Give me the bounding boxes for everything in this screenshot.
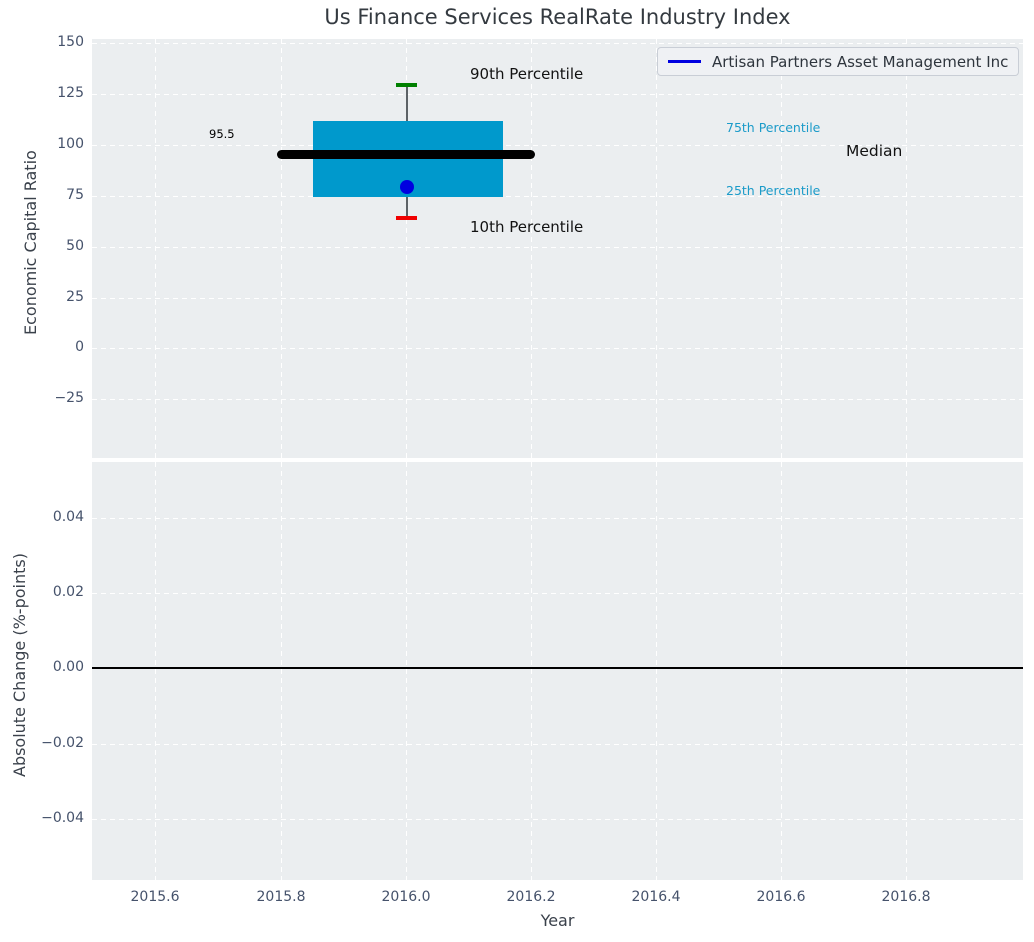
- xtick-label: 2016.6: [756, 889, 806, 905]
- median-line: [277, 150, 535, 159]
- ytick-label: −25: [54, 390, 84, 406]
- ytick-label: 75: [66, 187, 84, 203]
- gridline: [92, 196, 1023, 198]
- legend-line-swatch: [668, 60, 701, 63]
- company-point: [400, 180, 414, 194]
- ytick-label: 0.00: [52, 659, 84, 675]
- p75-label: 75th Percentile: [726, 120, 821, 135]
- ytick-label: 150: [57, 34, 84, 50]
- xtick-label: 2015.8: [256, 889, 306, 905]
- xtick-label: 2016.4: [631, 889, 681, 905]
- gridline: [155, 462, 157, 880]
- gridline: [92, 247, 1023, 249]
- gridline: [906, 39, 908, 458]
- x-axis-label: Year: [540, 911, 575, 930]
- xtick-label: 2016.8: [881, 889, 931, 905]
- gridline: [406, 462, 408, 880]
- legend-series-label: Artisan Partners Asset Management Inc: [712, 52, 1009, 71]
- ytick-label: −0.04: [41, 810, 84, 826]
- bottom-axes: [92, 462, 1023, 880]
- zero-baseline: [92, 667, 1023, 669]
- legend: Artisan Partners Asset Management Inc: [657, 47, 1019, 76]
- gridline: [281, 462, 283, 880]
- gridline: [92, 518, 1023, 520]
- gridline: [906, 462, 908, 880]
- top-y-axis-label: Economic Capital Ratio: [21, 150, 40, 335]
- gridline: [92, 744, 1023, 746]
- gridline: [92, 43, 1023, 45]
- bottom-y-axis-label: Absolute Change (%-points): [10, 553, 29, 777]
- xtick-label: 2015.6: [130, 889, 180, 905]
- p10-label: 10th Percentile: [470, 218, 584, 236]
- ytick-label: 125: [57, 85, 84, 101]
- ytick-label: 25: [66, 289, 84, 305]
- ytick-label: 50: [66, 238, 84, 254]
- p90-cap: [396, 83, 417, 87]
- xtick-label: 2016.2: [506, 889, 556, 905]
- p90-label: 90th Percentile: [470, 65, 584, 83]
- gridline: [155, 39, 157, 458]
- gridline: [92, 819, 1023, 821]
- ytick-label: 0: [75, 339, 84, 355]
- ytick-label: 0.04: [52, 509, 84, 525]
- ytick-label: 0.02: [52, 584, 84, 600]
- gridline: [92, 399, 1023, 401]
- gridline: [92, 298, 1023, 300]
- gridline: [92, 668, 1023, 670]
- chart-title: Us Finance Services RealRate Industry In…: [324, 5, 791, 29]
- gridline: [406, 39, 408, 458]
- gridline: [531, 39, 533, 458]
- gridline: [656, 39, 658, 458]
- ytick-label: −0.02: [41, 735, 84, 751]
- gridline: [92, 593, 1023, 595]
- gridline: [656, 462, 658, 880]
- p25-label: 25th Percentile: [726, 183, 821, 198]
- xtick-label: 2016.0: [381, 889, 431, 905]
- gridline: [92, 94, 1023, 96]
- p10-cap: [396, 216, 417, 220]
- top-axes: 90th Percentile 10th Percentile 75th Per…: [92, 39, 1023, 458]
- gridline: [92, 348, 1023, 350]
- gridline: [281, 39, 283, 458]
- gridline: [531, 462, 533, 880]
- median-label: Median: [846, 142, 903, 160]
- ytick-label: 100: [57, 136, 84, 152]
- gridline: [781, 39, 783, 458]
- median-value-label: 95.5: [209, 127, 235, 141]
- gridline: [781, 462, 783, 880]
- gridline: [92, 145, 1023, 147]
